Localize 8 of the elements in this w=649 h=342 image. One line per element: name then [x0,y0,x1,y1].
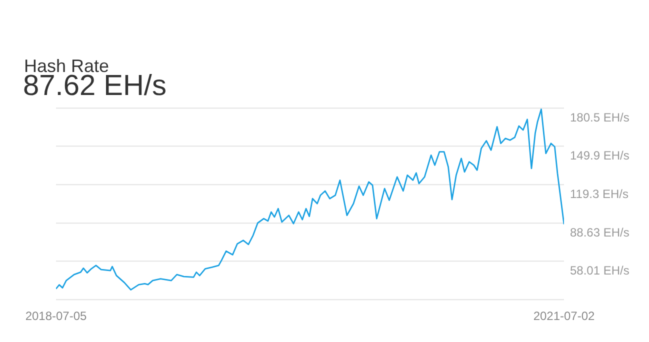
y-tick-label: 119.3 EH/s [570,186,628,201]
y-tick-label: 88.63 EH/s [570,225,630,240]
x-tick-label: 2018-07-05 [25,309,88,324]
chart-title: Hash Rate [24,56,110,76]
y-tick-label: 180.5 EH/s [570,110,630,124]
y-tick-label: 58.01 EH/s [570,264,630,278]
x-tick-label: 2021-07-02 [533,309,596,324]
y-tick-label: 149.9 EH/s [570,148,630,163]
